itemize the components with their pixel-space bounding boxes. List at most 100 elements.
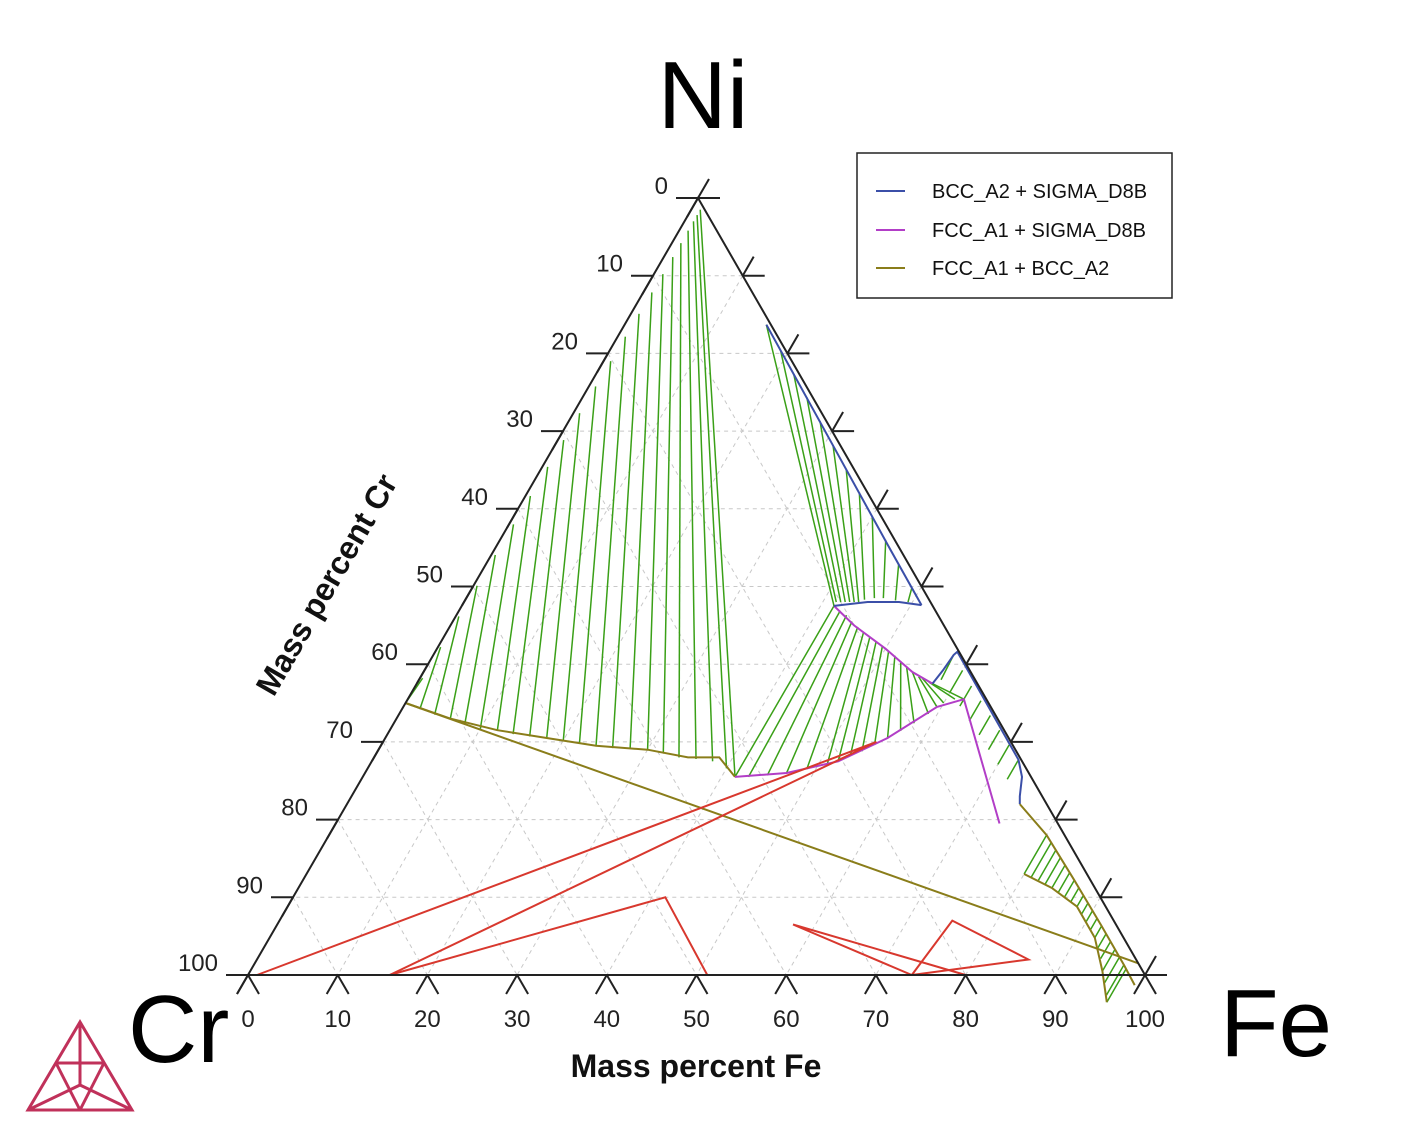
grid-line-fe-70 [875,741,1012,976]
tie-line-4-10 [1085,910,1094,922]
tie-line-1-16 [928,681,956,700]
tick-fe-b-20 [426,974,440,995]
tick-right-b-0 [1144,955,1157,976]
tie-line-0-13 [611,313,640,749]
tie-line-4-8 [1076,894,1085,907]
tick-label-cr-60: 60 [371,639,398,666]
tick-fe-b-100 [1144,974,1157,995]
tie-line-4-15 [1101,948,1116,972]
boundary-fcc-bcc-right-lower [1019,803,1136,986]
tie-line-3-1 [949,670,964,693]
tick-cr-b-80 [326,819,339,840]
boundary-fcc-sigma-upper [734,697,1001,824]
tie-line-1-15 [921,677,945,704]
three-phase-triangle-0 [256,740,877,976]
tie-line-3-4 [978,715,991,736]
grid-line-cr-30 [562,430,877,976]
legend-label-bcc-sigma: BCC_A2 + SIGMA_D8B [932,181,1147,203]
tie-line-1-10 [886,655,896,739]
grid-line-fe-90 [1054,897,1101,976]
tie-line-3-7 [1006,759,1020,780]
tie-line-3-2 [959,685,973,707]
grid-lines [292,275,1101,976]
tick-fe-a-80 [953,974,967,995]
tick-label-fe-30: 30 [504,1006,531,1033]
tick-right-b-50 [920,566,934,588]
tick-label-cr-10: 10 [596,251,623,278]
boundary-fcc-sigma-lower [833,605,933,685]
tie-line-0-20 [696,215,728,769]
tie-line-0-15 [646,274,664,750]
tick-fe-b-80 [964,974,978,995]
tie-line-2-8 [871,516,876,599]
tie-line-0-21 [699,209,736,777]
tick-fe-b-0 [247,974,260,995]
tick-label-cr-50: 50 [416,562,443,589]
tick-fe-a-70 [864,974,877,995]
thermo-calc-logo-icon [25,1019,135,1112]
tie-line-4-13 [1097,933,1107,949]
tick-right-b-60 [875,489,889,510]
tie-line-2-1 [779,349,837,603]
tick-fe-a-100 [1133,974,1146,995]
grid-line-fe-10 [337,275,744,976]
tie-line-2-5 [832,444,855,603]
tie-line-0-5 [479,524,515,729]
tick-right-b-30 [1010,722,1023,743]
tie-line-1-17 [932,682,965,700]
grid-line-cr-50 [472,586,697,976]
tie-line-0-6 [496,495,532,731]
tie-lines [404,209,1127,1003]
tie-line-1-14 [917,676,938,708]
tick-label-fe-40: 40 [593,1006,620,1033]
tick-label-cr-80: 80 [281,795,308,822]
phase-boundaries [405,324,1139,1003]
tie-line-0-7 [512,466,549,735]
tick-right-b-10 [1099,877,1113,898]
tick-cr-b-70 [371,741,384,762]
tick-right-b-80 [786,333,800,354]
tick-fe-b-90 [1054,974,1068,995]
tie-line-1-12 [905,666,915,724]
tie-line-0-17 [678,243,682,758]
axis-ticks [226,178,1167,995]
tie-line-4-7 [1070,887,1080,903]
tick-label-fe-90: 90 [1042,1006,1069,1033]
tie-line-2-3 [806,397,846,603]
corner-label-ni: Ni [658,42,749,149]
tie-line-1-13 [911,671,930,715]
tie-line-0-3 [449,585,478,719]
tie-line-0-19 [692,221,714,762]
tick-fe-a-20 [415,974,429,995]
tie-line-0-1 [419,646,442,710]
tick-right-b-70 [831,411,844,432]
tick-label-fe-0: 0 [241,1006,254,1033]
tick-cr-b-50 [461,585,474,607]
corner-label-cr: Cr [128,976,229,1083]
tie-line-1-9 [873,650,890,746]
tie-line-0-10 [562,386,597,741]
tick-fe-a-40 [594,974,608,995]
three-phase-triangles [256,740,1032,976]
tie-line-1-7 [849,641,877,757]
legend: BCC_A2 + SIGMA_D8B FCC_A1 + SIGMA_D8B FC… [856,152,1173,299]
tie-line-2-10 [894,563,900,601]
tick-fe-b-60 [785,974,799,995]
tie-line-4-3 [1044,856,1062,885]
x-axis-title: Mass percent Fe [571,1048,822,1084]
tie-line-1-3 [785,621,853,774]
tie-line-1-4 [806,626,859,770]
tick-label-fe-20: 20 [414,1006,441,1033]
tie-line-4-5 [1057,872,1071,894]
tick-cr-b-30 [551,430,564,451]
tick-cr-b-90 [281,896,294,917]
tie-line-3-5 [987,729,1001,751]
tick-cr-b-0 [686,197,699,218]
tie-line-0-14 [629,292,653,749]
tick-right-b-20 [1054,800,1068,821]
tick-label-fe-80: 80 [952,1006,979,1033]
tick-label-cr-40: 40 [461,484,488,511]
tie-line-2-2 [792,373,842,603]
tie-line-0-12 [595,336,627,746]
tick-cr-b-40 [506,508,519,529]
